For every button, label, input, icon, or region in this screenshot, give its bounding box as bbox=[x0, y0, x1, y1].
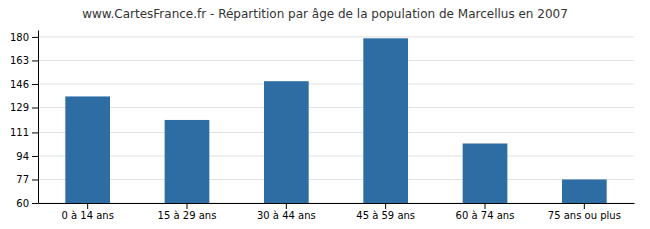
y-axis-line bbox=[38, 31, 39, 204]
x-tick-label: 45 à 59 ans bbox=[356, 210, 415, 221]
y-tick: 129 bbox=[10, 102, 38, 113]
grid-line bbox=[38, 132, 634, 133]
x-tick: 45 à 59 ans bbox=[356, 203, 415, 221]
x-axis-line bbox=[39, 203, 635, 204]
y-tick-mark bbox=[32, 60, 38, 61]
x-tick-label: 75 ans ou plus bbox=[548, 210, 621, 221]
grid-line bbox=[38, 179, 634, 180]
y-tick-mark bbox=[32, 156, 38, 157]
y-axis: 60 77 94 111 129 146 163 180 bbox=[10, 31, 39, 209]
y-tick-label: 163 bbox=[10, 55, 29, 66]
grid-line bbox=[38, 60, 634, 61]
y-tick-mark bbox=[32, 132, 38, 133]
x-tick: 75 ans ou plus bbox=[548, 203, 621, 221]
y-tick: 146 bbox=[10, 79, 38, 90]
x-tick-label: 0 à 14 ans bbox=[61, 210, 113, 221]
x-tick-label: 30 à 44 ans bbox=[257, 210, 316, 221]
y-tick-mark bbox=[32, 84, 38, 85]
y-tick: 111 bbox=[10, 127, 38, 138]
grid-line bbox=[38, 36, 634, 37]
plot-area: 60 77 94 111 129 146 163 180 0 à 14 ans 15 à 29 a… bbox=[10, 31, 635, 222]
y-tick: 94 bbox=[16, 151, 38, 162]
y-tick-label: 180 bbox=[10, 32, 29, 43]
grid bbox=[38, 37, 634, 203]
y-tick: 180 bbox=[10, 32, 38, 43]
grid-line bbox=[38, 203, 634, 204]
x-tick: 30 à 44 ans bbox=[257, 203, 316, 221]
bar bbox=[562, 179, 607, 203]
x-tick-mark bbox=[87, 203, 88, 209]
y-tick: 163 bbox=[10, 55, 38, 66]
y-tick-label: 111 bbox=[10, 127, 29, 138]
x-tick: 60 à 74 ans bbox=[456, 203, 515, 221]
grid-line bbox=[38, 107, 634, 108]
y-tick-label: 60 bbox=[16, 198, 29, 209]
x-axis: 0 à 14 ans 15 à 29 ans 30 à 44 ans 45 à 59 … bbox=[39, 203, 635, 221]
x-tick-label: 15 à 29 ans bbox=[158, 210, 217, 221]
x-tick-mark bbox=[584, 203, 585, 209]
grid-line bbox=[38, 83, 634, 84]
x-tick-label: 60 à 74 ans bbox=[456, 210, 515, 221]
chart-title: www.CartesFrance.fr - Répartition par âg… bbox=[82, 7, 568, 21]
bar bbox=[165, 120, 210, 203]
bar bbox=[463, 143, 508, 203]
bar bbox=[264, 81, 309, 203]
x-tick: 15 à 29 ans bbox=[158, 203, 217, 221]
y-tick: 60 bbox=[16, 198, 38, 209]
y-tick-mark bbox=[32, 108, 38, 109]
y-tick-label: 129 bbox=[10, 102, 29, 113]
y-tick-mark bbox=[32, 203, 38, 204]
y-tick: 77 bbox=[16, 174, 38, 185]
bar bbox=[65, 96, 110, 203]
grid-line bbox=[38, 155, 634, 156]
y-tick-label: 94 bbox=[16, 151, 29, 162]
y-tick-mark bbox=[32, 179, 38, 180]
chart-svg: www.CartesFrance.fr - Répartition par âg… bbox=[0, 0, 650, 229]
x-tick-mark bbox=[485, 203, 486, 209]
y-tick-mark bbox=[32, 37, 38, 38]
x-tick: 0 à 14 ans bbox=[61, 203, 113, 221]
y-tick-label: 77 bbox=[16, 174, 29, 185]
y-tick-label: 146 bbox=[10, 79, 29, 90]
chart-container: www.CartesFrance.fr - Répartition par âg… bbox=[0, 0, 650, 229]
bar bbox=[363, 38, 408, 203]
x-tick-mark bbox=[187, 203, 188, 209]
x-tick-mark bbox=[385, 203, 386, 209]
x-tick-mark bbox=[286, 203, 287, 209]
bars bbox=[65, 38, 606, 203]
